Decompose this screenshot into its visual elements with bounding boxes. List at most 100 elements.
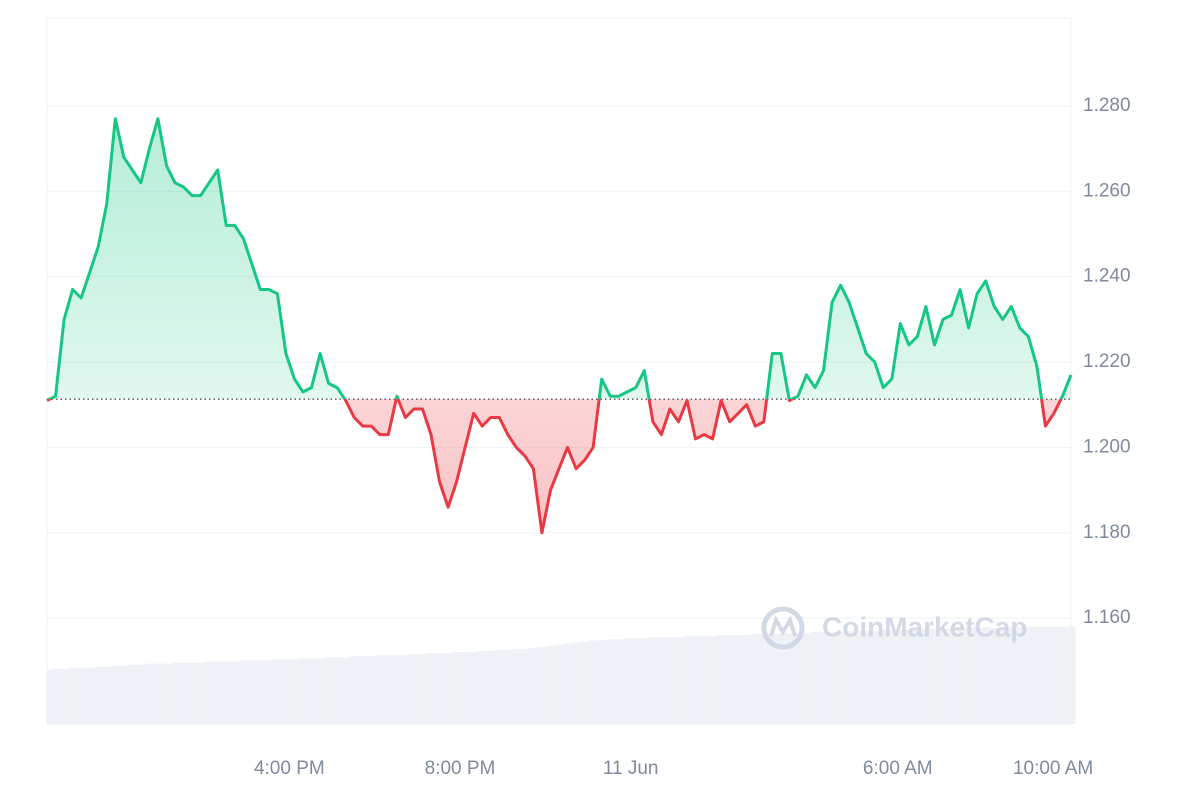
volume-bar bbox=[503, 649, 513, 724]
volume-bar bbox=[751, 634, 760, 724]
volume-bar bbox=[230, 661, 239, 724]
volume-bar bbox=[460, 652, 470, 724]
volume-bar bbox=[196, 662, 205, 724]
volume-bar bbox=[102, 666, 111, 724]
volume-bar bbox=[725, 635, 734, 724]
watermark-logo bbox=[761, 606, 805, 650]
volume-bar bbox=[588, 640, 598, 724]
volume-bar bbox=[682, 636, 692, 724]
y-tick-label: 1.280 bbox=[1083, 95, 1131, 116]
volume-bar bbox=[887, 629, 897, 724]
volume-bar bbox=[648, 637, 658, 724]
volume-bar bbox=[904, 629, 914, 724]
volume-bar bbox=[870, 630, 879, 724]
volume-bar bbox=[392, 655, 402, 724]
volume-bar bbox=[68, 667, 77, 724]
volume-bar bbox=[665, 637, 675, 724]
volume-bar bbox=[597, 640, 606, 724]
volume-bar bbox=[119, 665, 129, 724]
volume-bar bbox=[691, 636, 700, 724]
volume-bar bbox=[51, 668, 60, 724]
volume-bar bbox=[708, 636, 717, 724]
volume-bar bbox=[375, 655, 385, 724]
volume-bar bbox=[247, 660, 257, 724]
volume-bar bbox=[367, 656, 376, 724]
price-line-down bbox=[46, 399, 1063, 535]
y-tick-label: 1.180 bbox=[1083, 522, 1131, 543]
y-tick-label: 1.220 bbox=[1083, 351, 1131, 372]
volume-bar bbox=[204, 661, 214, 724]
volume-bar bbox=[401, 655, 410, 724]
volume-bar bbox=[315, 658, 325, 724]
volume-bar bbox=[964, 627, 973, 724]
volume-bar bbox=[136, 664, 146, 724]
volume-bar bbox=[213, 661, 222, 724]
volume-bar bbox=[742, 635, 751, 724]
watermark-logo-m bbox=[769, 615, 797, 637]
volume-bar bbox=[162, 663, 171, 724]
volume-bar bbox=[486, 650, 495, 724]
volume-bar bbox=[281, 659, 291, 724]
volume-bar bbox=[264, 660, 274, 724]
volume-bar bbox=[657, 637, 666, 724]
volume-bar bbox=[716, 635, 726, 724]
volume-bar bbox=[844, 630, 854, 724]
volume-bar bbox=[972, 627, 982, 724]
volume-bar bbox=[861, 630, 871, 724]
volume-bar bbox=[307, 658, 316, 724]
volume-bar bbox=[170, 662, 180, 724]
volume-bar bbox=[1041, 626, 1050, 724]
volume-bar bbox=[921, 628, 931, 724]
volume-bar bbox=[1049, 626, 1059, 724]
x-tick-label: 11 Jun bbox=[603, 758, 659, 779]
volume-bar bbox=[879, 629, 888, 724]
volume-bar bbox=[810, 631, 820, 724]
volume-bar bbox=[332, 657, 342, 724]
volume-bar bbox=[435, 653, 444, 724]
y-tick-label: 1.200 bbox=[1083, 436, 1131, 457]
price-line-up bbox=[46, 117, 1073, 400]
volume-bar bbox=[554, 644, 564, 724]
volume-bar bbox=[571, 642, 581, 724]
watermark-text: CoinMarketCap bbox=[822, 611, 1027, 642]
volume-bar bbox=[59, 668, 69, 724]
volume-bar bbox=[477, 650, 487, 724]
x-tick-label: 10:00 AM bbox=[1013, 758, 1093, 779]
volume-bar bbox=[836, 631, 845, 724]
volume-bar bbox=[896, 629, 905, 724]
volume-bar bbox=[827, 631, 837, 724]
volume-bar bbox=[759, 634, 769, 724]
volume-bar bbox=[273, 659, 282, 724]
volume-bar bbox=[384, 655, 393, 724]
x-tick-label: 6:00 AM bbox=[863, 758, 933, 779]
volume-bar bbox=[913, 629, 922, 724]
volume-bar bbox=[187, 662, 197, 724]
volume-bar bbox=[930, 628, 939, 724]
volume-bar bbox=[512, 648, 521, 724]
volume-bar bbox=[989, 627, 999, 724]
volume-bar bbox=[290, 659, 299, 724]
volume-bar bbox=[537, 646, 547, 724]
volume-bar bbox=[111, 665, 120, 724]
volume-bar bbox=[785, 632, 794, 724]
volume-bar bbox=[520, 648, 530, 724]
volume-bar bbox=[947, 628, 956, 724]
volume-bar bbox=[145, 663, 154, 724]
volume-bar bbox=[76, 667, 86, 724]
volume-bar bbox=[981, 627, 990, 724]
y-tick-label: 1.160 bbox=[1083, 607, 1131, 628]
volume-bar bbox=[93, 666, 103, 724]
volume-bar bbox=[955, 628, 965, 724]
volume-bar bbox=[469, 652, 478, 724]
volume-bar bbox=[85, 667, 94, 724]
volume-bar bbox=[1032, 626, 1042, 724]
volume-bar bbox=[529, 647, 538, 724]
volume-bar bbox=[239, 660, 248, 724]
volume-bar bbox=[221, 661, 231, 724]
volume-bar bbox=[1024, 626, 1033, 724]
volume-bar bbox=[1066, 626, 1076, 724]
y-tick-label: 1.260 bbox=[1083, 180, 1131, 201]
volume-bar bbox=[998, 627, 1007, 724]
volume-bar bbox=[802, 632, 811, 724]
volume-bar bbox=[546, 645, 555, 724]
